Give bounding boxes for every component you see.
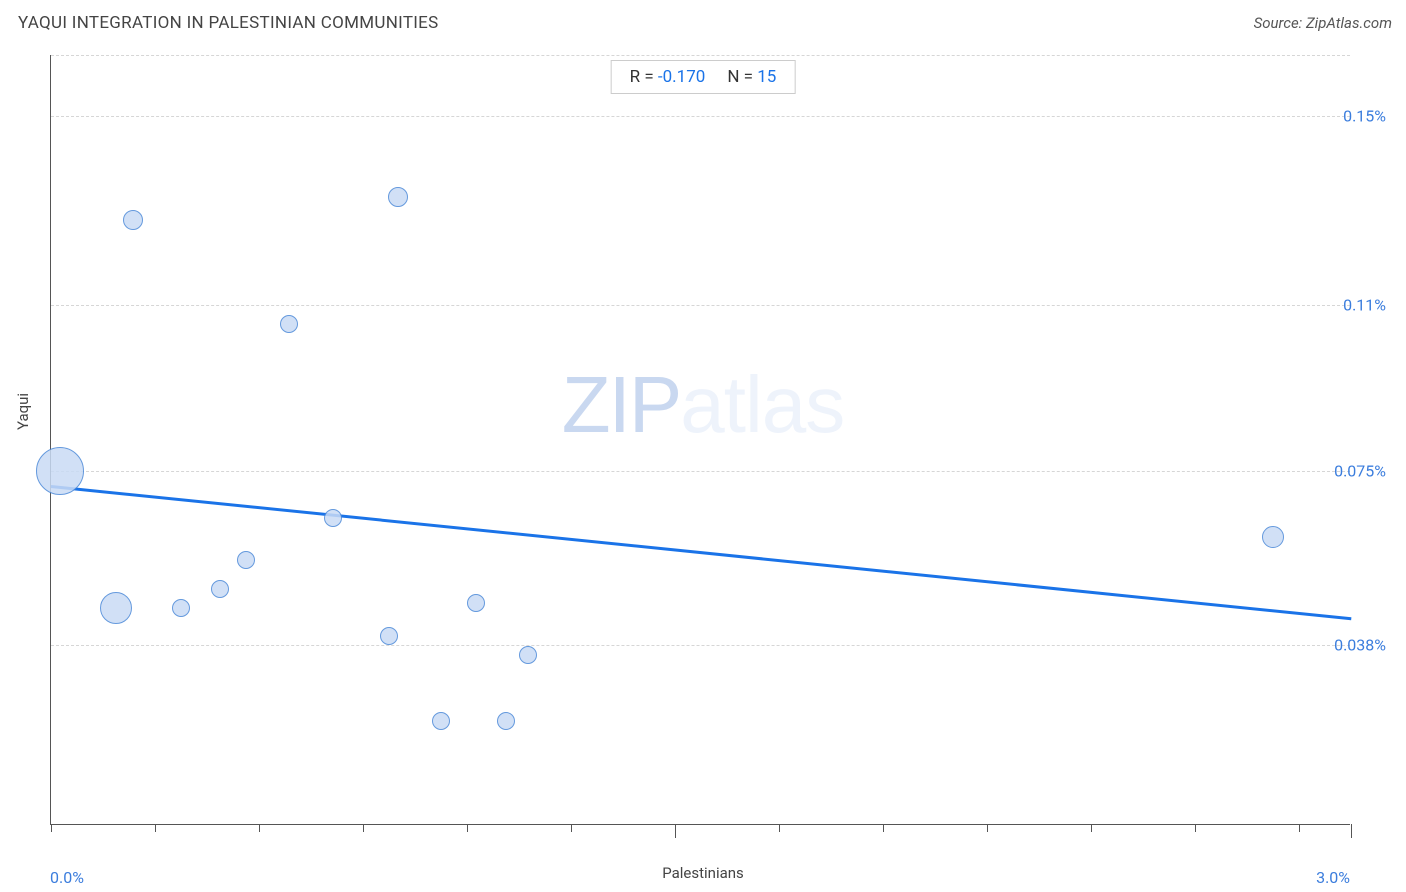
x-tick — [51, 824, 52, 832]
x-tick — [259, 824, 260, 832]
n-stat: N = 15 — [727, 67, 776, 87]
x-tick — [987, 824, 988, 832]
y-tick-label: 0.075% — [1334, 461, 1386, 480]
data-point[interactable] — [211, 580, 229, 598]
stats-box: R = -0.170 N = 15 — [611, 60, 796, 94]
x-tick — [363, 824, 364, 832]
x-tick — [467, 824, 468, 832]
x-axis-label: Palestinians — [662, 864, 744, 882]
x-tick — [1351, 824, 1352, 838]
x-tick — [1195, 824, 1196, 832]
gridline — [51, 55, 1350, 56]
data-point[interactable] — [280, 315, 298, 333]
x-tick — [155, 824, 156, 832]
r-value: -0.170 — [658, 67, 705, 87]
n-value: 15 — [757, 67, 776, 87]
data-point[interactable] — [123, 210, 143, 230]
scatter-plot — [50, 55, 1350, 825]
x-tick — [883, 824, 884, 832]
data-point[interactable] — [388, 187, 408, 207]
gridline — [51, 645, 1350, 646]
data-point[interactable] — [467, 594, 485, 612]
x-tick — [1299, 824, 1300, 832]
gridline — [51, 305, 1350, 306]
chart-title: YAQUI INTEGRATION IN PALESTINIAN COMMUNI… — [18, 13, 439, 33]
data-point[interactable] — [1262, 526, 1284, 548]
data-point[interactable] — [497, 712, 515, 730]
chart-container: YAQUI INTEGRATION IN PALESTINIAN COMMUNI… — [0, 0, 1406, 892]
data-point[interactable] — [100, 592, 132, 624]
data-point[interactable] — [237, 551, 255, 569]
x-tick — [571, 824, 572, 832]
x-tick — [779, 824, 780, 832]
data-point[interactable] — [380, 627, 398, 645]
data-point[interactable] — [432, 712, 450, 730]
y-tick-label: 0.038% — [1334, 636, 1386, 655]
gridline — [51, 116, 1350, 117]
gridline — [51, 471, 1350, 472]
x-tick-label: 3.0% — [1316, 868, 1350, 887]
x-tick — [675, 824, 676, 838]
x-tick-label: 0.0% — [50, 868, 84, 887]
y-axis-label: Yaqui — [14, 393, 32, 430]
x-tick — [1091, 824, 1092, 832]
data-point[interactable] — [324, 509, 342, 527]
y-tick-label: 0.15% — [1343, 107, 1386, 126]
data-point[interactable] — [172, 599, 190, 617]
data-point[interactable] — [36, 447, 84, 495]
y-tick-label: 0.11% — [1343, 296, 1386, 315]
source-credit: Source: ZipAtlas.com — [1254, 14, 1392, 32]
data-point[interactable] — [519, 646, 537, 664]
r-label: R = — [630, 67, 658, 87]
n-label: N = — [727, 67, 757, 87]
r-stat: R = -0.170 — [630, 67, 706, 87]
header: YAQUI INTEGRATION IN PALESTINIAN COMMUNI… — [0, 0, 1406, 46]
